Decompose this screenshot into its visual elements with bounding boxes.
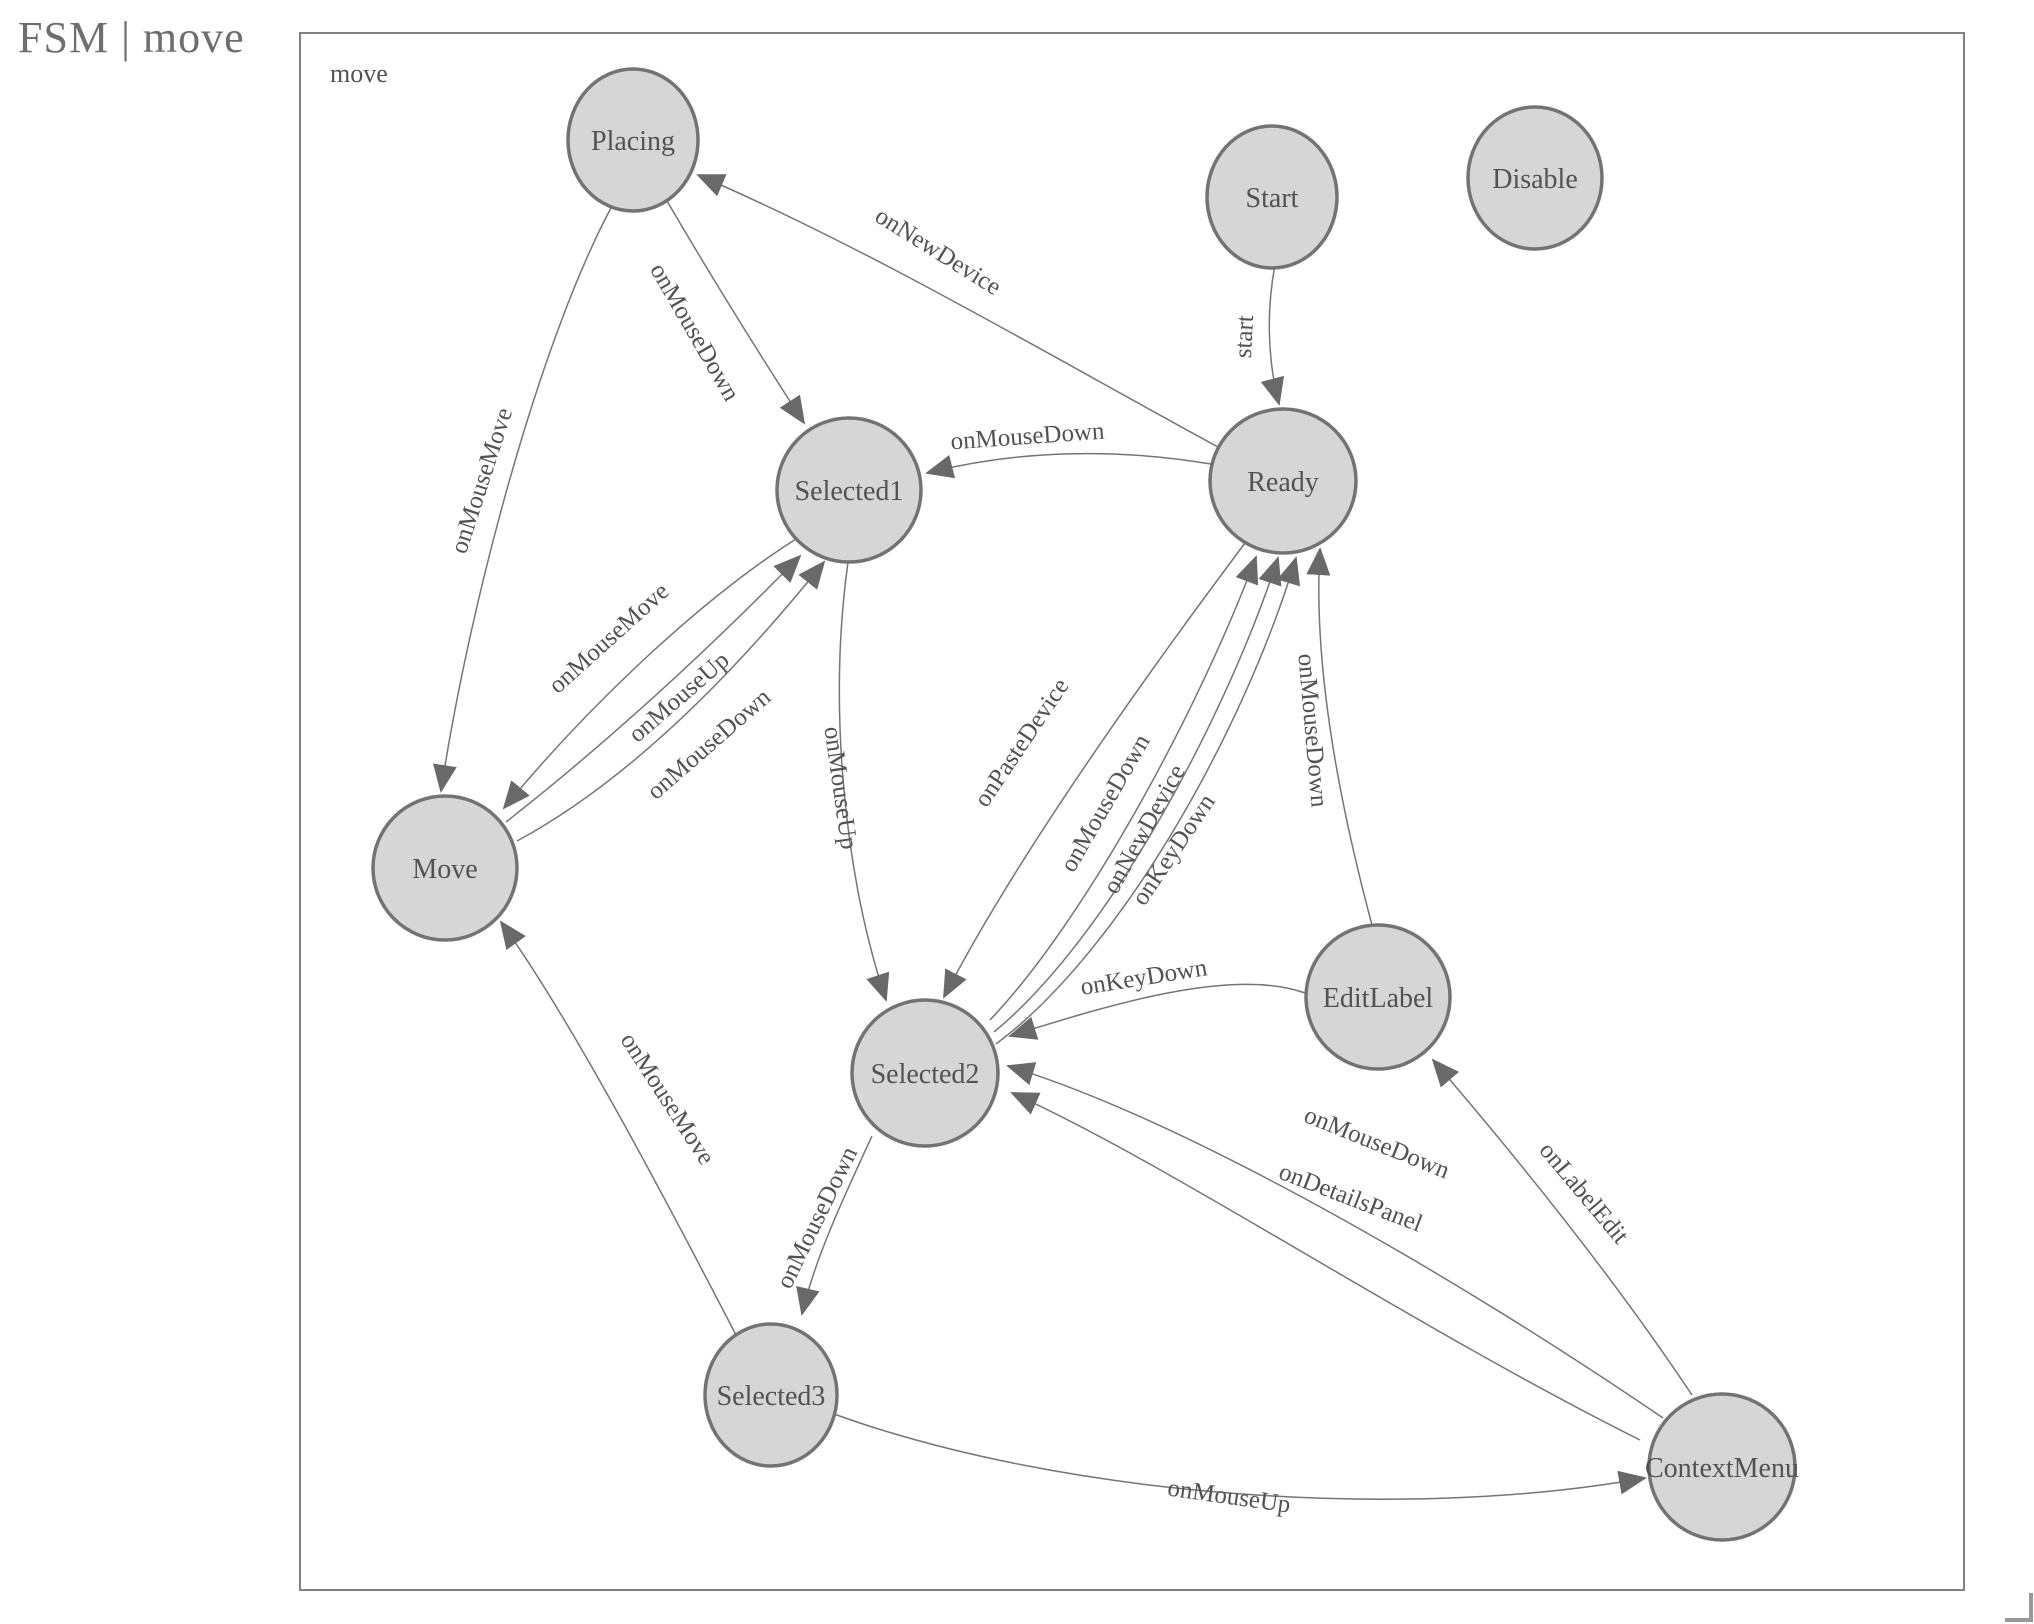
transition-path xyxy=(989,555,1259,1021)
transition-path xyxy=(993,556,1282,1033)
state-circle[interactable] xyxy=(703,1322,839,1468)
state-label: ContextMenu xyxy=(1645,1453,1799,1484)
transition-path xyxy=(1006,1062,1664,1419)
state-label: Move xyxy=(412,854,477,885)
transition-label: onKeyDown xyxy=(1079,954,1210,1001)
transition-Selected2-Ready: onNewDevice xyxy=(993,556,1282,1033)
transition-label: onNewDevice xyxy=(870,202,1006,301)
state-node-Move[interactable]: Move xyxy=(371,794,519,942)
state-label: EditLabel xyxy=(1323,983,1434,1014)
transition-EditLabel-Selected2: onKeyDown xyxy=(1008,954,1306,1040)
transition-path xyxy=(696,174,1219,448)
state-node-EditLabel[interactable]: EditLabel xyxy=(1304,923,1452,1071)
state-label: Start xyxy=(1246,183,1299,214)
transition-label: onMouseMove xyxy=(615,1028,720,1170)
state-label: Selected1 xyxy=(795,476,904,507)
state-label: Ready xyxy=(1247,467,1319,498)
transition-path xyxy=(838,561,890,1002)
transition-path xyxy=(666,200,806,425)
transition-label: onMouseDown xyxy=(771,1142,863,1293)
transition-path xyxy=(833,1413,1647,1500)
state-node-ContextMenu[interactable]: ContextMenu xyxy=(1645,1392,1799,1542)
transitions-layer: startonNewDeviceonMouseDownonMouseDownon… xyxy=(433,174,1693,1519)
transition-path xyxy=(925,452,1212,479)
transition-label: onMouseMove xyxy=(446,405,518,557)
state-label: Selected3 xyxy=(717,1381,826,1412)
resize-grip-icon[interactable] xyxy=(2005,1593,2033,1622)
transition-label: onMouseUp xyxy=(818,725,862,851)
transition-label: onMouseDown xyxy=(950,418,1106,456)
transition-path xyxy=(1431,1058,1693,1396)
transition-Selected3-Move: onMouseMove xyxy=(499,920,737,1336)
transition-Selected1-Move: onMouseMove xyxy=(502,538,797,810)
transition-path xyxy=(796,1135,873,1316)
state-circle[interactable] xyxy=(1466,105,1604,251)
transition-label: start xyxy=(1230,314,1259,358)
state-circle[interactable] xyxy=(371,794,519,942)
transition-label: onDetailsPanel xyxy=(1275,1158,1426,1237)
transition-path xyxy=(516,560,826,842)
transition-path xyxy=(943,542,1246,999)
state-label: Placing xyxy=(591,126,675,157)
state-circle[interactable] xyxy=(1205,124,1339,270)
transition-ContextMenu-EditLabel: onLabelEdit xyxy=(1431,1058,1693,1396)
transition-EditLabel-Ready: onMouseDown xyxy=(1292,547,1373,926)
transition-path xyxy=(1008,983,1306,1040)
state-node-Selected1[interactable]: Selected1 xyxy=(775,416,923,564)
transition-Selected3-ContextMenu: onMouseUp xyxy=(833,1413,1647,1519)
transition-path xyxy=(502,538,797,810)
transition-ContextMenu-Selected2: onMouseDown xyxy=(1006,1062,1664,1419)
transition-path xyxy=(995,556,1301,1045)
transition-Ready-Selected1: onMouseDown xyxy=(925,418,1212,479)
state-circle[interactable] xyxy=(1208,407,1358,555)
transition-Selected2-Ready: onMouseDown xyxy=(989,555,1259,1021)
state-label: Disable xyxy=(1492,164,1578,195)
transition-path xyxy=(1260,264,1285,406)
diagram-canvas-label: move xyxy=(330,59,388,88)
transition-path xyxy=(505,554,802,823)
page-title: FSM | move xyxy=(18,13,245,62)
transition-Placing-Selected1: onMouseDown xyxy=(644,200,806,425)
transition-Selected1-Selected2: onMouseUp xyxy=(818,561,890,1002)
states-layer: Placing Start Disable Ready Selected1 Move Edi… xyxy=(371,67,1799,1542)
transition-label: onMouseUp xyxy=(1166,1475,1292,1519)
transition-path xyxy=(433,205,613,793)
state-circle[interactable] xyxy=(1304,923,1452,1071)
diagram-canvas-border xyxy=(299,32,1965,1591)
transition-label: onPasteDevice xyxy=(969,674,1074,812)
state-circle[interactable] xyxy=(850,998,1000,1148)
transition-Start-Ready: start xyxy=(1230,264,1285,406)
state-node-Selected3[interactable]: Selected3 xyxy=(703,1322,839,1468)
transition-path xyxy=(1306,547,1373,926)
state-node-Ready[interactable]: Ready xyxy=(1208,407,1358,555)
state-circle[interactable] xyxy=(566,67,700,213)
state-node-Start[interactable]: Start xyxy=(1205,124,1339,270)
state-node-Disable[interactable]: Disable xyxy=(1466,105,1604,251)
state-node-Placing[interactable]: Placing xyxy=(566,67,700,213)
transition-Placing-Move: onMouseMove xyxy=(433,205,613,793)
transition-path xyxy=(499,920,737,1336)
state-node-Selected2[interactable]: Selected2 xyxy=(850,998,1000,1148)
transition-label: onMouseDown xyxy=(1292,652,1332,808)
state-circle[interactable] xyxy=(775,416,923,564)
transition-path xyxy=(1010,1092,1641,1441)
state-label: Selected2 xyxy=(871,1059,980,1090)
transition-Ready-Placing: onNewDevice xyxy=(696,174,1219,448)
state-circle[interactable] xyxy=(1647,1392,1797,1542)
transition-Ready-Selected2: onPasteDevice xyxy=(943,542,1246,999)
transition-label: onLabelEdit xyxy=(1534,1137,1634,1249)
transition-Selected2-Selected3: onMouseDown xyxy=(771,1135,873,1316)
transition-label: onMouseMove xyxy=(544,578,675,699)
transition-label: onMouseDown xyxy=(644,259,745,406)
